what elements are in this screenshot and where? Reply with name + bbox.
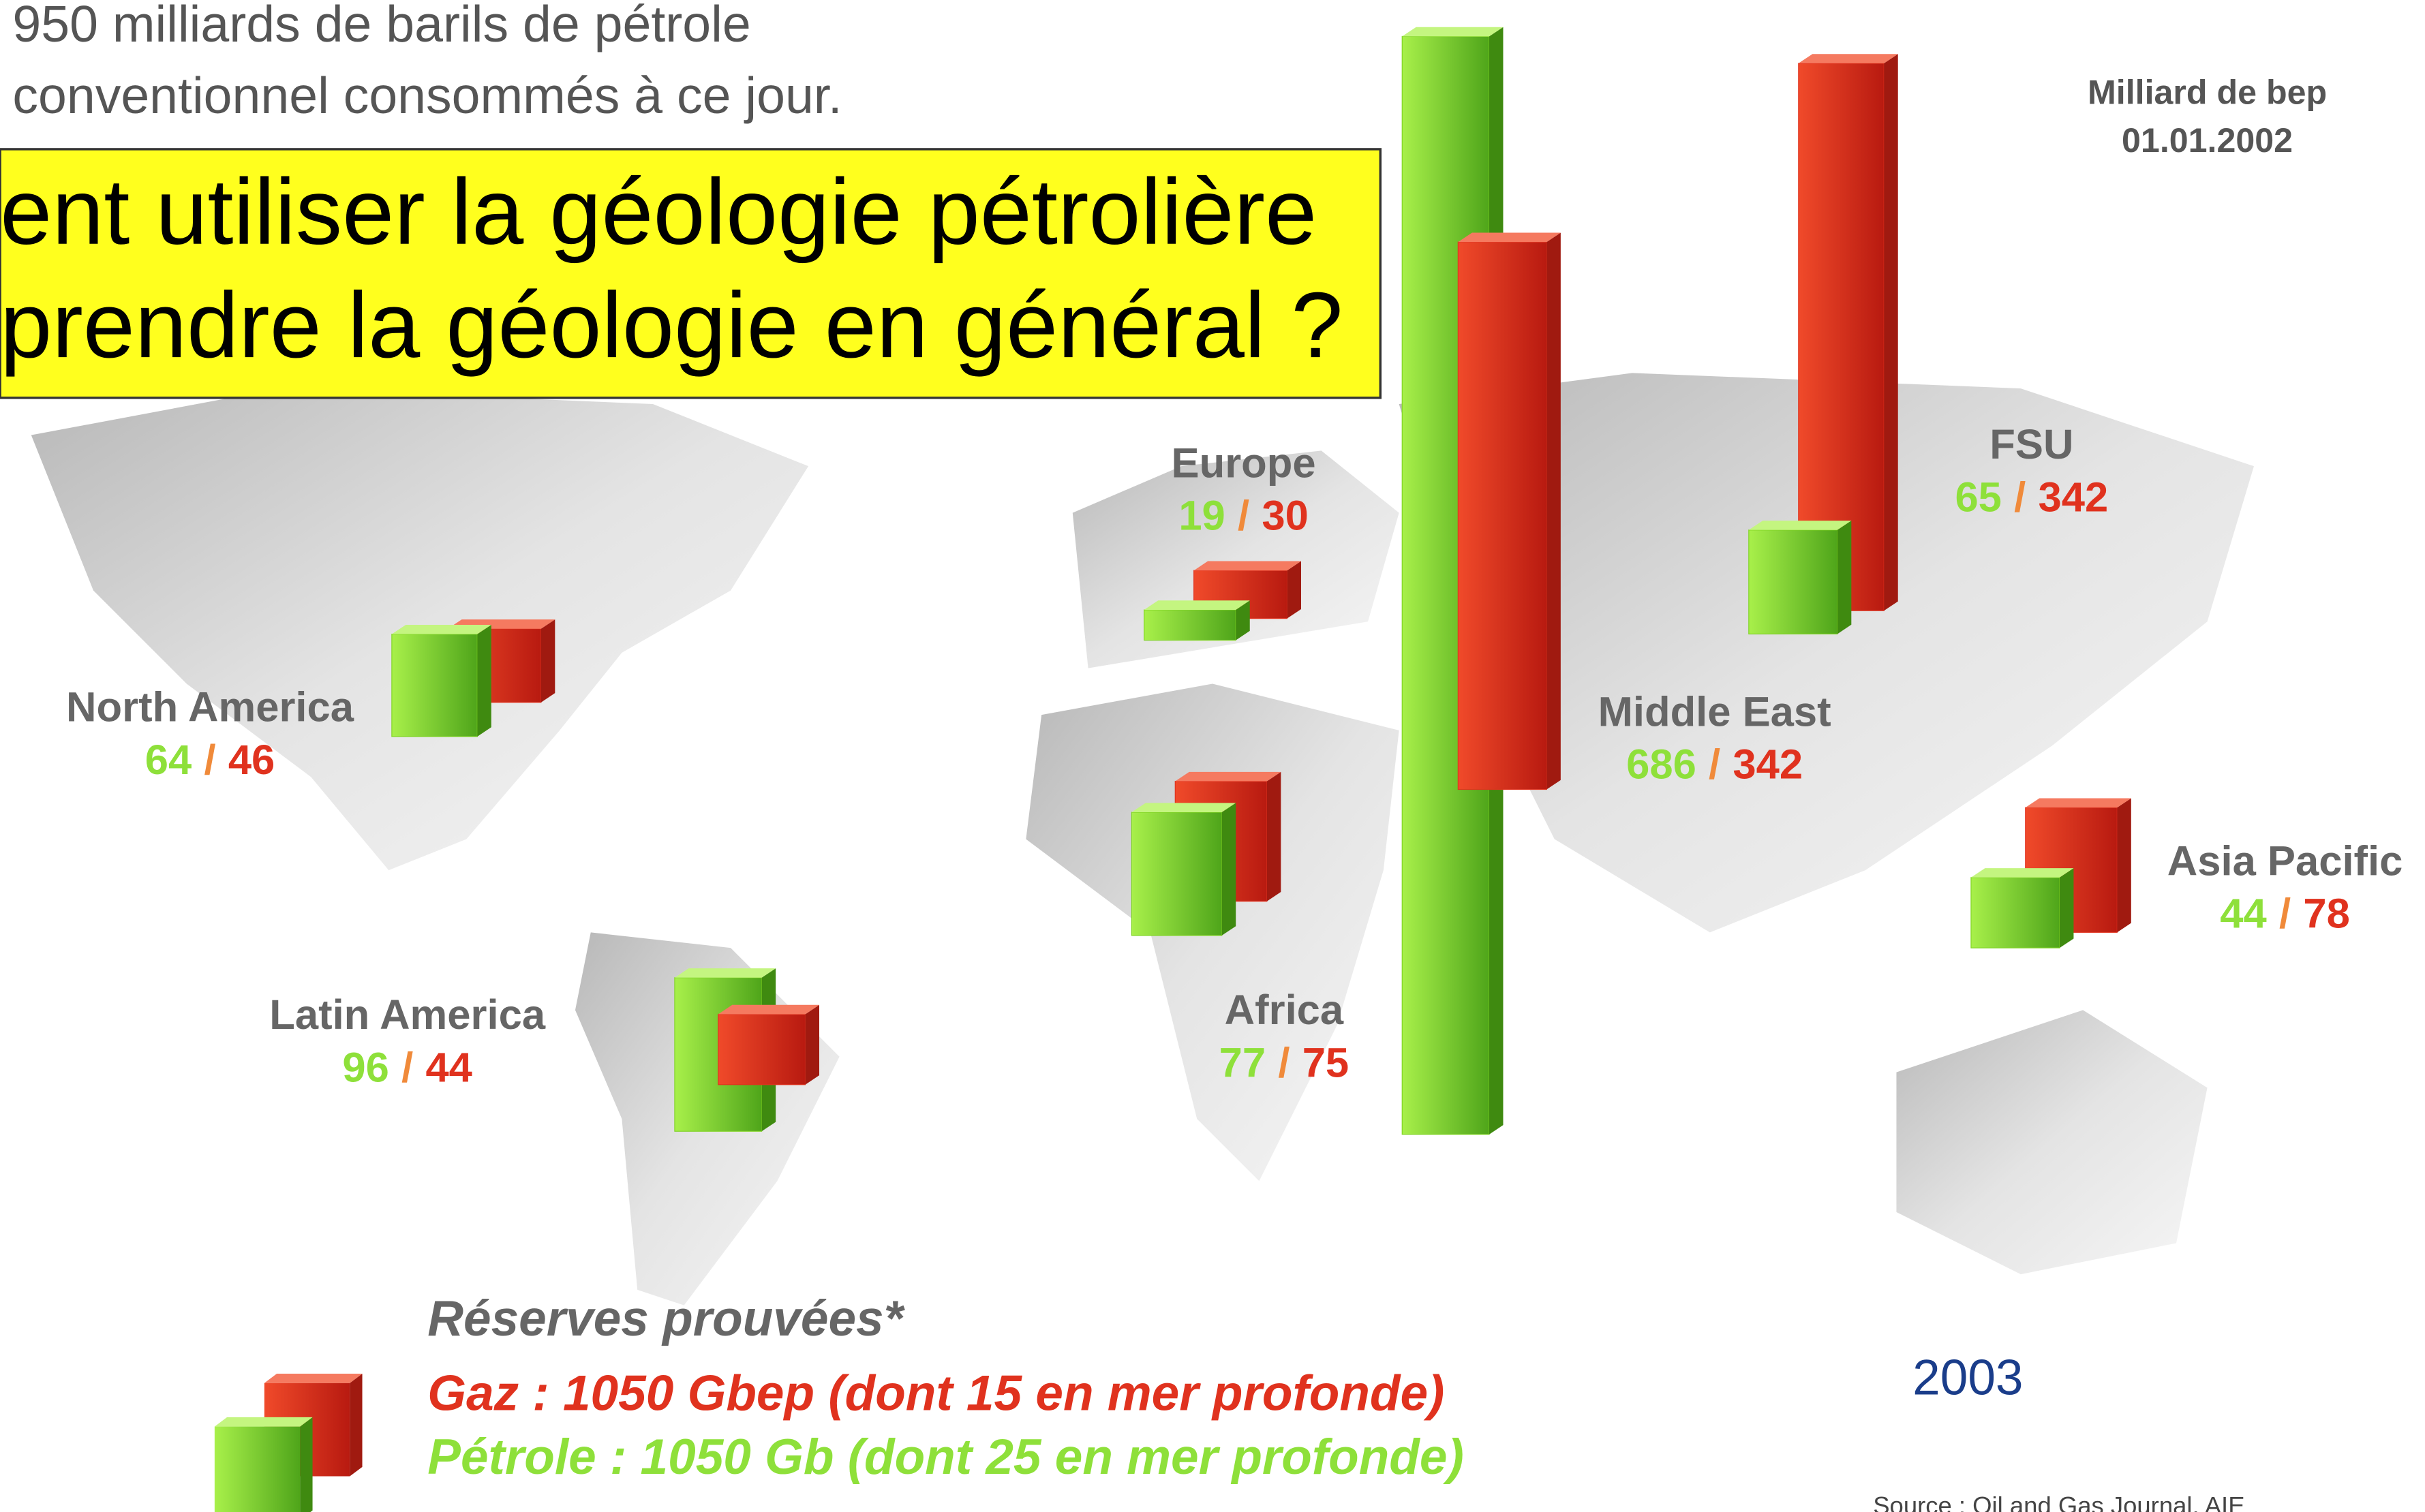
bar-side bbox=[1221, 803, 1236, 936]
unit-label: Milliard de bep bbox=[2088, 73, 2327, 111]
bar bbox=[1970, 877, 2060, 948]
bar-side bbox=[805, 1004, 820, 1085]
date-label: 01.01.2002 bbox=[2122, 121, 2293, 159]
region-label: Africa bbox=[1225, 987, 1344, 1034]
bar-side bbox=[1287, 561, 1301, 619]
legend-icon bbox=[214, 1374, 363, 1512]
bar bbox=[1748, 529, 1838, 635]
question-line: ent utiliser la géologie pétrolière bbox=[0, 159, 1317, 264]
region-label: North America bbox=[66, 683, 354, 730]
bar-top bbox=[2025, 798, 2131, 808]
legend-title: Réserves prouvées* bbox=[427, 1291, 905, 1346]
separator: / bbox=[2279, 891, 2291, 938]
oil-value: 77 bbox=[1219, 1040, 1266, 1087]
separator: / bbox=[1709, 741, 1720, 788]
region-values: 19 / 30 bbox=[1178, 493, 1309, 540]
gas-value: 342 bbox=[1733, 741, 1803, 788]
separator: / bbox=[2014, 474, 2026, 521]
bar-top bbox=[1748, 521, 1852, 530]
oil-value: 686 bbox=[1626, 741, 1696, 788]
bar-top bbox=[718, 1004, 820, 1015]
bar-top bbox=[674, 968, 776, 978]
bar-side bbox=[1266, 771, 1281, 901]
bar-top bbox=[1970, 868, 2074, 878]
intro-line: 950 milliards de barils de pétrole bbox=[12, 0, 750, 52]
separator: / bbox=[204, 737, 215, 784]
bar bbox=[1144, 609, 1236, 641]
region-label: Asia Pacific bbox=[2167, 837, 2403, 884]
bar-side bbox=[477, 624, 491, 737]
bar-top bbox=[1402, 27, 1504, 37]
oil-value: 44 bbox=[2220, 891, 2266, 938]
region-values: 65 / 342 bbox=[1955, 474, 2108, 521]
region-values: 44 / 78 bbox=[2220, 891, 2350, 938]
question-box bbox=[0, 148, 1382, 399]
intro-line: conventionnel consommés à ce jour. bbox=[12, 67, 842, 124]
legend-oil: Pétrole : 1050 Gb (dont 25 en mer profon… bbox=[427, 1430, 1463, 1485]
gas-value: 46 bbox=[228, 737, 275, 784]
bar bbox=[391, 634, 478, 737]
regions: North America 64 / 46 Latin America 96 / 44 Euro… bbox=[66, 27, 2403, 1135]
oil-value: 19 bbox=[1178, 493, 1225, 540]
gas-value: 78 bbox=[2303, 891, 2349, 938]
oil-value: 65 bbox=[1955, 474, 2001, 521]
bar-side bbox=[1546, 232, 1561, 790]
year: 2003 bbox=[1912, 1351, 2023, 1406]
bar-side bbox=[2059, 868, 2074, 948]
bar bbox=[1798, 63, 1885, 611]
bar-side bbox=[2117, 798, 2131, 933]
bar-side bbox=[1837, 521, 1852, 634]
gas-value: 44 bbox=[425, 1045, 472, 1092]
bar-side bbox=[540, 619, 555, 703]
bar bbox=[1457, 241, 1547, 790]
region-values: 64 / 46 bbox=[145, 737, 275, 784]
bar-top bbox=[1175, 771, 1281, 782]
bar bbox=[718, 1013, 806, 1085]
bar-top bbox=[391, 624, 491, 634]
legend-gas: Gaz : 1050 Gbep (dont 15 en mer profonde… bbox=[427, 1366, 1444, 1421]
bar-top bbox=[1131, 803, 1236, 813]
region-values: 686 / 342 bbox=[1626, 741, 1803, 788]
gas-value: 75 bbox=[1302, 1040, 1349, 1087]
gas-value: 30 bbox=[1262, 493, 1308, 540]
region-label: Europe bbox=[1172, 439, 1316, 487]
bar-side bbox=[1884, 54, 1898, 611]
bar-top bbox=[1144, 600, 1250, 610]
bar-top bbox=[1458, 232, 1561, 243]
separator: / bbox=[1278, 1040, 1290, 1087]
region-values: 96 / 44 bbox=[342, 1045, 472, 1092]
separator: / bbox=[401, 1045, 413, 1092]
bar-top bbox=[1798, 54, 1898, 63]
region-label: Latin America bbox=[269, 991, 546, 1038]
bar-top bbox=[1193, 561, 1301, 571]
oil-value: 64 bbox=[145, 737, 192, 784]
region-values: 77 / 75 bbox=[1219, 1040, 1349, 1087]
gas-value: 342 bbox=[2039, 474, 2109, 521]
source: Source : Oil and Gas Journal, AIE bbox=[1873, 1492, 2244, 1512]
question-line: prendre la géologie en général ? bbox=[0, 273, 1343, 377]
separator: / bbox=[1238, 493, 1249, 540]
oil-value: 96 bbox=[342, 1045, 388, 1092]
world-map bbox=[31, 373, 2254, 1306]
bar-side bbox=[1236, 600, 1250, 641]
bar bbox=[1131, 812, 1223, 936]
region-label: FSU bbox=[1989, 421, 2073, 468]
region-label: Middle East bbox=[1598, 688, 1831, 735]
